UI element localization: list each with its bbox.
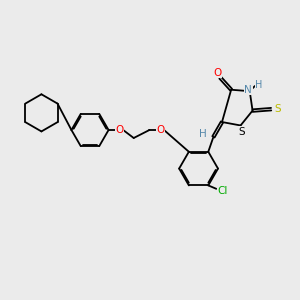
Text: S: S [274, 104, 281, 114]
Text: O: O [156, 125, 164, 135]
Text: O: O [115, 125, 124, 135]
Text: Cl: Cl [218, 186, 228, 196]
Text: H: H [256, 80, 263, 90]
Text: N: N [244, 85, 252, 95]
Text: S: S [239, 127, 245, 137]
Text: H: H [199, 129, 206, 139]
Text: O: O [213, 68, 222, 78]
